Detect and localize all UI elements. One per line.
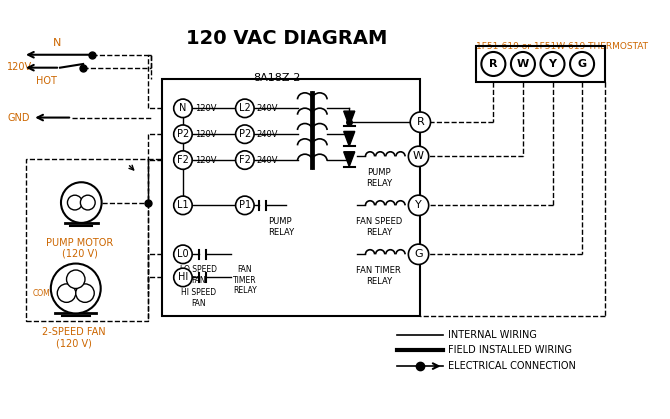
Text: LO: LO <box>62 289 72 297</box>
Text: F2: F2 <box>239 155 251 165</box>
Text: (120 V): (120 V) <box>62 249 97 259</box>
Text: FIELD INSTALLED WIRING: FIELD INSTALLED WIRING <box>448 345 572 355</box>
Polygon shape <box>344 152 355 166</box>
Text: PUMP MOTOR: PUMP MOTOR <box>46 238 113 248</box>
Circle shape <box>511 52 535 76</box>
Circle shape <box>236 125 254 143</box>
Circle shape <box>66 270 85 289</box>
Text: L2: L2 <box>239 103 251 113</box>
Circle shape <box>51 264 100 313</box>
Circle shape <box>174 196 192 215</box>
Text: N: N <box>180 103 187 113</box>
Text: GND: GND <box>7 113 30 123</box>
Text: Y: Y <box>415 200 422 210</box>
Text: PUMP
RELAY: PUMP RELAY <box>268 217 294 237</box>
Text: P2: P2 <box>177 129 189 139</box>
Circle shape <box>174 268 192 287</box>
Text: INTERNAL WIRING: INTERNAL WIRING <box>448 330 537 340</box>
Circle shape <box>410 112 431 132</box>
Circle shape <box>174 99 192 118</box>
Text: FAN
TIMER
RELAY: FAN TIMER RELAY <box>233 265 257 295</box>
Text: 120V: 120V <box>7 62 33 72</box>
Circle shape <box>57 284 76 303</box>
Circle shape <box>481 52 505 76</box>
Circle shape <box>570 52 594 76</box>
Text: COM: COM <box>32 289 50 297</box>
Text: ELECTRICAL CONNECTION: ELECTRICAL CONNECTION <box>448 361 576 371</box>
Circle shape <box>80 195 95 210</box>
Circle shape <box>236 196 254 215</box>
Text: HI: HI <box>81 289 89 297</box>
Text: W: W <box>413 151 424 161</box>
Bar <box>476 46 605 83</box>
Circle shape <box>174 151 192 169</box>
Circle shape <box>76 284 94 303</box>
Text: P2: P2 <box>239 129 251 139</box>
Circle shape <box>174 245 192 264</box>
Circle shape <box>409 195 429 215</box>
Text: PUMP
RELAY: PUMP RELAY <box>366 168 392 188</box>
Text: R: R <box>489 59 498 69</box>
Text: 1F51-619 or 1F51W-619 THERMOSTAT: 1F51-619 or 1F51W-619 THERMOSTAT <box>476 42 648 51</box>
Circle shape <box>409 244 429 264</box>
Circle shape <box>541 52 565 76</box>
Text: N: N <box>53 38 62 48</box>
Bar <box>26 159 148 321</box>
Text: L0: L0 <box>177 249 189 259</box>
Text: 120V: 120V <box>195 104 216 113</box>
Text: 8A18Z-2: 8A18Z-2 <box>253 73 301 83</box>
Text: P1: P1 <box>239 200 251 210</box>
Circle shape <box>409 146 429 166</box>
Text: LO SPEED
FAN: LO SPEED FAN <box>180 265 217 285</box>
Circle shape <box>68 195 82 210</box>
Circle shape <box>236 99 254 118</box>
Text: G: G <box>414 249 423 259</box>
Polygon shape <box>344 111 355 126</box>
Text: R: R <box>417 117 424 127</box>
Text: Y: Y <box>549 59 557 69</box>
Text: G: G <box>578 59 587 69</box>
Text: (120 V): (120 V) <box>56 339 92 348</box>
Circle shape <box>174 125 192 143</box>
Text: 120 VAC DIAGRAM: 120 VAC DIAGRAM <box>186 29 387 48</box>
Text: 120V: 120V <box>195 155 216 165</box>
Text: W: W <box>517 59 529 69</box>
Text: L1: L1 <box>177 200 189 210</box>
Text: 240V: 240V <box>257 130 278 139</box>
Text: 240V: 240V <box>257 104 278 113</box>
Polygon shape <box>344 132 355 146</box>
Text: FAN SPEED
RELAY: FAN SPEED RELAY <box>356 217 402 237</box>
Text: 120V: 120V <box>195 130 216 139</box>
Text: F2: F2 <box>177 155 189 165</box>
Text: 2-SPEED FAN: 2-SPEED FAN <box>42 327 106 337</box>
Circle shape <box>61 182 102 223</box>
Text: HOT: HOT <box>36 76 57 86</box>
Text: HI: HI <box>178 272 188 282</box>
Bar <box>161 79 420 316</box>
Circle shape <box>236 151 254 169</box>
Text: 240V: 240V <box>257 155 278 165</box>
Text: FAN TIMER
RELAY: FAN TIMER RELAY <box>356 266 401 286</box>
Text: HI SPEED
FAN: HI SPEED FAN <box>181 289 216 308</box>
